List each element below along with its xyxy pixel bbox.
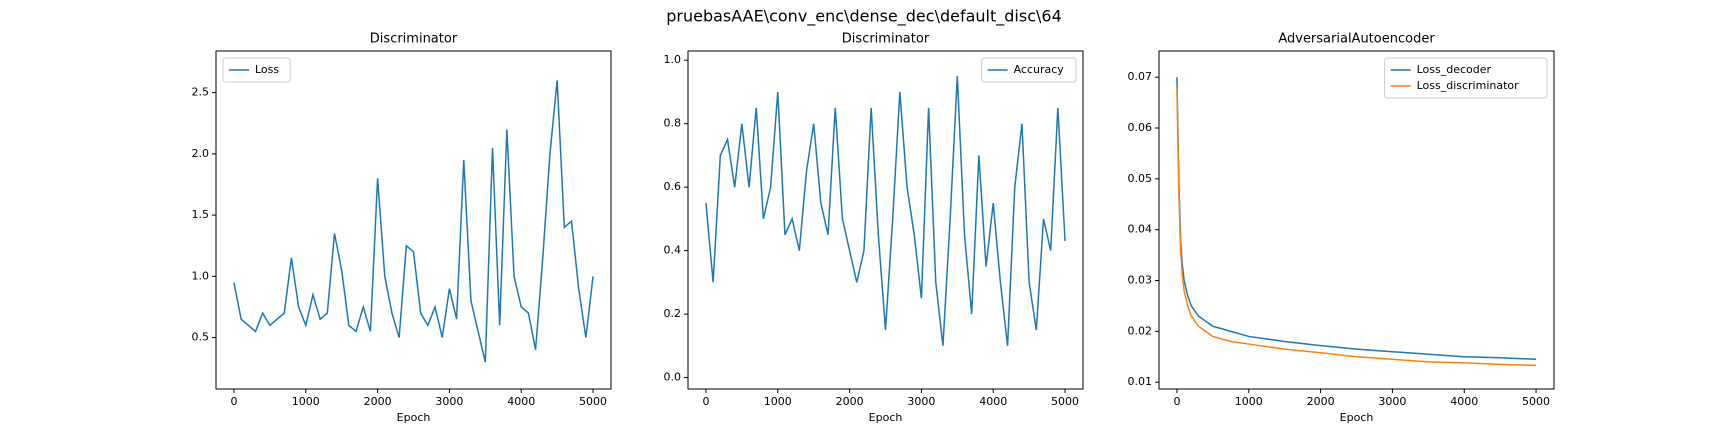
x-axis-label: Epoch <box>869 411 903 424</box>
axes-frame <box>687 50 1084 390</box>
x-tick-label: 3000 <box>907 395 935 408</box>
y-tick-label: 0.07 <box>1128 70 1153 83</box>
axes-frame <box>215 50 612 390</box>
x-tick-label: 1000 <box>292 395 320 408</box>
data-line <box>1176 87 1537 367</box>
x-tick-label: 1000 <box>1235 395 1263 408</box>
x-tick-label: 0 <box>702 395 709 408</box>
x-tick-label: 1000 <box>764 395 792 408</box>
x-tick-label: 4000 <box>979 395 1007 408</box>
y-tick-label: 0.2 <box>664 307 682 320</box>
y-tick-label: 0.04 <box>1128 223 1153 236</box>
axes-title: AdversarialAutoencoder <box>1278 32 1435 47</box>
axes-title: Discriminator <box>370 32 458 47</box>
x-tick-label: 5000 <box>1522 395 1550 408</box>
x-tick-label: 3000 <box>435 395 463 408</box>
legend-label: Loss <box>255 63 279 76</box>
y-tick-label: 2.5 <box>192 86 210 99</box>
x-tick-label: 5000 <box>579 395 607 408</box>
x-tick-label: 2000 <box>836 395 864 408</box>
x-axis-label: Epoch <box>397 411 431 424</box>
y-tick-label: 0.8 <box>664 117 682 130</box>
axes-title: Discriminator <box>842 32 930 47</box>
x-axis-label: Epoch <box>1340 411 1374 424</box>
y-tick-label: 1.0 <box>664 53 682 66</box>
y-tick-label: 0.6 <box>664 180 682 193</box>
x-tick-label: 4000 <box>1450 395 1478 408</box>
legend-label: Loss_discriminator <box>1417 79 1520 92</box>
y-tick-label: 2.0 <box>192 147 210 160</box>
data-line <box>1176 77 1537 361</box>
axes-frame <box>1158 50 1555 390</box>
legend-box <box>222 57 291 83</box>
legend-label: Accuracy <box>1014 63 1065 76</box>
legend-label: Loss_decoder <box>1417 63 1492 76</box>
x-tick-label: 0 <box>230 395 237 408</box>
y-tick-label: 0.0 <box>664 371 682 384</box>
legend-box <box>1384 57 1548 99</box>
x-tick-label: 4000 <box>507 395 535 408</box>
y-tick-label: 0.03 <box>1128 274 1153 287</box>
y-tick-label: 0.01 <box>1128 375 1153 388</box>
y-tick-label: 0.5 <box>192 331 210 344</box>
x-tick-label: 0 <box>1173 395 1180 408</box>
x-tick-label: 3000 <box>1378 395 1406 408</box>
data-line <box>705 76 1066 346</box>
y-tick-label: 0.06 <box>1128 121 1153 134</box>
data-line <box>233 80 594 363</box>
y-tick-label: 0.4 <box>664 244 682 257</box>
figure-title: pruebasAAE\conv_enc\dense_dec\default_di… <box>666 7 1062 27</box>
y-tick-label: 0.05 <box>1128 172 1153 185</box>
y-tick-label: 0.02 <box>1128 324 1153 337</box>
x-tick-label: 5000 <box>1051 395 1079 408</box>
y-tick-label: 1.5 <box>192 208 210 221</box>
y-tick-label: 1.0 <box>192 269 210 282</box>
x-tick-label: 2000 <box>1307 395 1335 408</box>
legend-box <box>981 57 1077 83</box>
x-tick-label: 2000 <box>364 395 392 408</box>
